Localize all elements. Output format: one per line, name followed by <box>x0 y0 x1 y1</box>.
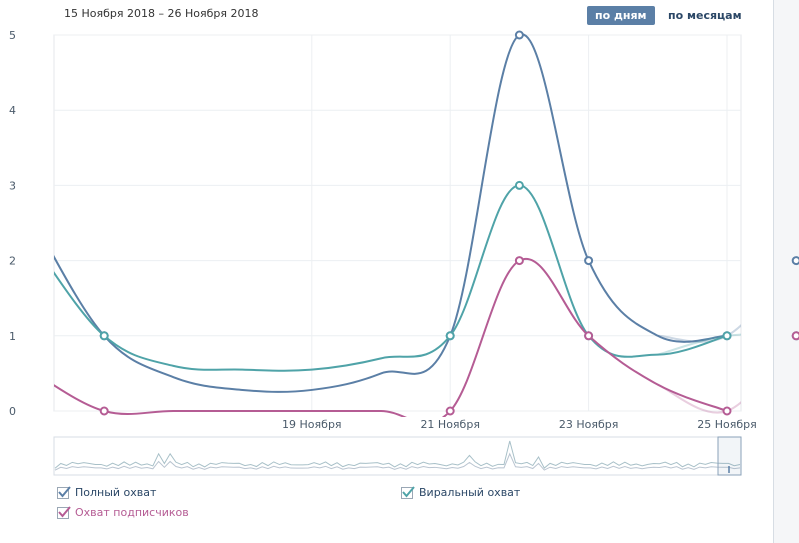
checkmark-icon <box>58 485 71 498</box>
x-tick-label: 19 Ноября <box>282 418 342 431</box>
series-line <box>54 257 728 417</box>
navigator-selection <box>717 436 742 476</box>
navigator-line-viral <box>54 440 741 469</box>
date-range-label: 15 Ноября 2018 – 26 Ноября 2018 <box>64 7 259 20</box>
y-tick-label: 2 <box>9 255 16 268</box>
checkbox-subscriber-reach[interactable] <box>57 505 71 519</box>
plot-area <box>53 34 742 412</box>
checkmark-icon <box>58 505 71 518</box>
x-axis-ticks: 19 Ноября 21 Ноября 23 Ноября 25 Ноября <box>282 418 757 431</box>
y-tick-label: 3 <box>9 179 16 192</box>
y-tick-label: 1 <box>9 330 16 343</box>
data-point <box>584 331 594 341</box>
series-points <box>99 30 799 416</box>
x-tick-label: 25 Ноября <box>697 418 757 431</box>
series-line <box>54 33 728 393</box>
data-point <box>514 180 524 190</box>
legend-label: Охват подписчиков <box>75 506 189 519</box>
data-point <box>584 256 594 266</box>
series-line <box>54 184 728 372</box>
data-point <box>514 30 524 40</box>
x-tick-label: 21 Ноября <box>420 418 480 431</box>
data-point <box>445 331 455 341</box>
data-point <box>722 331 732 341</box>
range-navigator[interactable] <box>53 436 742 476</box>
checkbox-viral-reach[interactable] <box>401 485 415 499</box>
by-months-button[interactable]: по месяцам <box>668 9 742 22</box>
y-tick-label: 5 <box>9 29 16 42</box>
y-axis-ticks: 0 1 2 3 4 5 <box>9 29 16 418</box>
legend-label: Виральный охват <box>419 486 521 499</box>
navigator-line-full <box>54 452 741 471</box>
by-days-button[interactable]: по дням <box>587 6 655 25</box>
legend-item-subscriber-reach[interactable]: Охват подписчиков <box>57 505 189 519</box>
y-tick-label: 0 <box>9 405 16 418</box>
legend-label: Полный охват <box>75 486 157 499</box>
data-point <box>514 256 524 266</box>
data-point <box>99 406 109 416</box>
y-tick-label: 4 <box>9 104 16 117</box>
data-point <box>791 256 799 266</box>
data-point <box>791 331 799 341</box>
panel-divider <box>773 0 774 543</box>
chart-grid <box>53 34 742 412</box>
x-tick-label: 23 Ноября <box>559 418 619 431</box>
legend-item-viral-reach[interactable]: Виральный охват <box>401 485 521 499</box>
side-panel <box>774 0 799 543</box>
checkmark-icon <box>402 485 415 498</box>
data-point <box>99 331 109 341</box>
checkbox-full-reach[interactable] <box>57 485 71 499</box>
legend-item-full-reach[interactable]: Полный охват <box>57 485 157 499</box>
data-point <box>445 406 455 416</box>
data-point <box>722 406 732 416</box>
